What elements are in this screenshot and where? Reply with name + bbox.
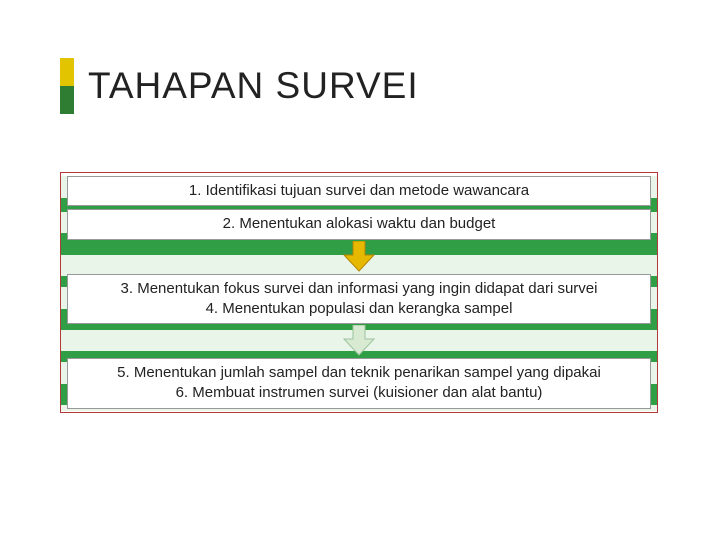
step-text: 4. Menentukan populasi dan kerangka samp… xyxy=(78,299,640,319)
arrow-slot-2 xyxy=(61,327,657,355)
accent-green xyxy=(60,86,74,114)
title-accent-bar xyxy=(60,58,74,114)
arrow-slot-1 xyxy=(61,243,657,271)
flow-container: 1. Identifikasi tujuan survei dan metode… xyxy=(60,172,658,413)
step-text: 3. Menentukan fokus survei dan informasi… xyxy=(78,279,640,299)
title-block: TAHAPAN SURVEI xyxy=(60,58,419,114)
accent-yellow xyxy=(60,58,74,86)
step-box-3: 3. Menentukan fokus survei dan informasi… xyxy=(67,274,651,325)
step-text: 6. Membuat instrumen survei (kuisioner d… xyxy=(78,383,640,403)
step-text: 2. Menentukan alokasi waktu dan budget xyxy=(78,214,640,234)
step-text: 5. Menentukan jumlah sampel dan teknik p… xyxy=(78,363,640,383)
step-box-2: 2. Menentukan alokasi waktu dan budget xyxy=(67,209,651,239)
step-box-4: 5. Menentukan jumlah sampel dan teknik p… xyxy=(67,358,651,409)
down-arrow-icon xyxy=(342,325,376,357)
page-title: TAHAPAN SURVEI xyxy=(88,65,419,107)
step-box-1: 1. Identifikasi tujuan survei dan metode… xyxy=(67,176,651,206)
step-text: 1. Identifikasi tujuan survei dan metode… xyxy=(78,181,640,201)
down-arrow-icon xyxy=(342,241,376,273)
